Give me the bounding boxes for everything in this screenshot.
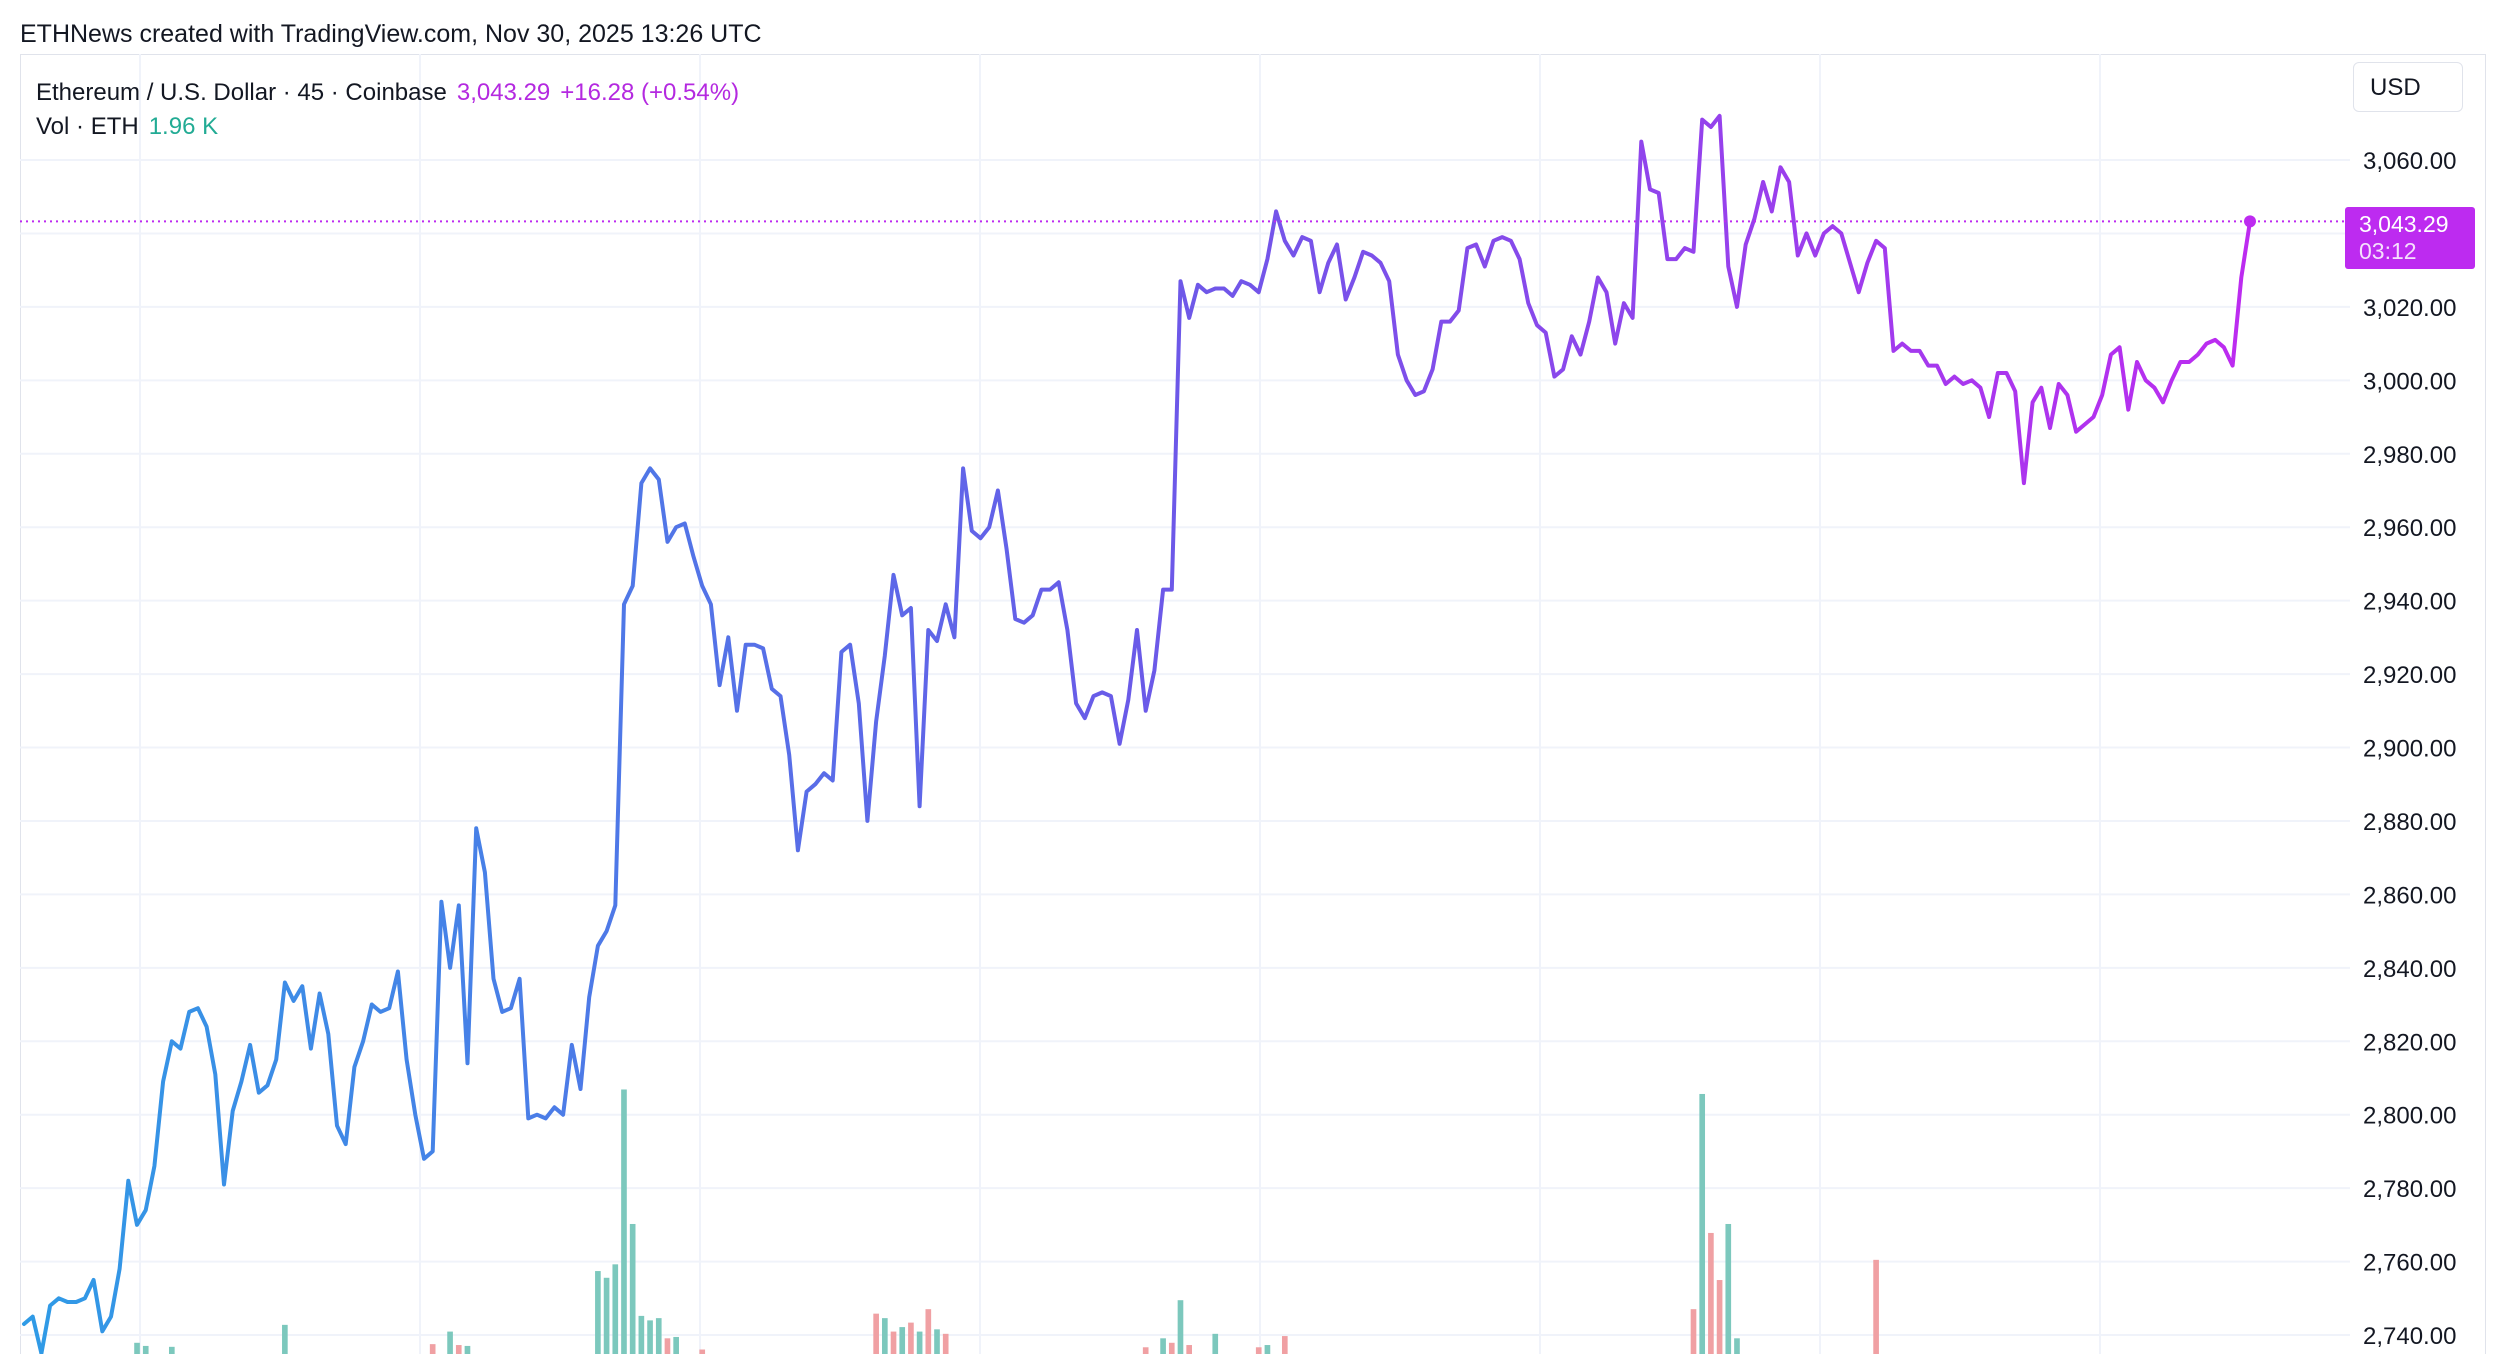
y-tick-label: 2,900.00	[2363, 736, 2456, 763]
volume-bar	[890, 1331, 897, 1354]
y-tick-label: 2,880.00	[2363, 809, 2456, 836]
volume-bar	[908, 1322, 914, 1354]
volume-bar	[934, 1329, 940, 1354]
chart-legend: Ethereum / U.S. Dollar · 45 · Coinbase 3,…	[36, 76, 739, 144]
volume-row: Vol · ETH 1.96 K	[36, 110, 739, 144]
volume-bar	[447, 1331, 453, 1354]
symbol-title[interactable]: Ethereum / U.S. Dollar · 45 · Coinbase	[36, 79, 447, 106]
price-line	[22, 113, 2252, 1354]
y-tick-label: 2,840.00	[2363, 956, 2456, 983]
volume-bar	[168, 1346, 175, 1354]
price-axis[interactable]: 3,060.003,040.003,020.003,000.002,980.00…	[2363, 148, 2456, 1350]
volume-bar	[612, 1264, 619, 1354]
volume-bar	[664, 1338, 671, 1354]
volume-bar	[1725, 1223, 1732, 1354]
volume-bars	[134, 1089, 1879, 1354]
chart-attribution: ETHNews created with TradingView.com, No…	[20, 20, 762, 48]
bar-countdown: 03:12	[2359, 238, 2417, 264]
volume-bar	[1160, 1338, 1166, 1354]
y-tick-label: 2,820.00	[2363, 1029, 2456, 1056]
y-tick-label: 2,920.00	[2363, 662, 2456, 689]
volume-bar	[282, 1324, 288, 1354]
volume-bar	[429, 1344, 436, 1354]
volume-bar	[1708, 1232, 1714, 1354]
y-tick-label: 2,740.00	[2363, 1323, 2456, 1350]
volume-bar	[1873, 1259, 1879, 1354]
volume-bar	[1716, 1280, 1723, 1354]
volume-bar	[647, 1320, 653, 1354]
volume-bar	[673, 1336, 679, 1354]
volume-bar	[899, 1327, 906, 1354]
volume-bar	[699, 1349, 706, 1354]
y-tick-label: 2,860.00	[2363, 882, 2456, 909]
volume-bar	[1699, 1093, 1706, 1354]
volume-bar	[595, 1271, 601, 1354]
volume-bar	[629, 1223, 636, 1354]
volume-bar	[1186, 1345, 1192, 1354]
y-tick-label: 3,020.00	[2363, 295, 2456, 322]
last-price-value: 3,043.29	[2359, 211, 2449, 237]
volume-bar	[925, 1309, 932, 1354]
y-tick-label: 2,980.00	[2363, 442, 2456, 469]
chart-pane[interactable]	[20, 54, 2486, 1354]
y-tick-label: 2,960.00	[2363, 515, 2456, 542]
volume-bar	[1264, 1345, 1271, 1354]
price-change: +16.28 (+0.54%)	[560, 79, 740, 106]
y-tick-label: 2,760.00	[2363, 1250, 2456, 1277]
volume-bar	[1177, 1300, 1184, 1354]
volume-bar	[621, 1089, 627, 1354]
volume-bar	[1690, 1309, 1697, 1354]
volume-bar	[1168, 1342, 1175, 1354]
volume-bar	[464, 1345, 471, 1354]
volume-bar	[942, 1333, 949, 1354]
y-tick-label: 3,000.00	[2363, 368, 2456, 395]
symbol-row: Ethereum / U.S. Dollar · 45 · Coinbase 3,…	[36, 76, 739, 110]
volume-bar	[1734, 1338, 1740, 1354]
volume-bar	[638, 1315, 645, 1354]
last-price: 3,043.29	[456, 79, 551, 106]
volume-bar	[882, 1318, 888, 1354]
volume-bar	[1281, 1336, 1288, 1354]
y-tick-label: 2,780.00	[2363, 1176, 2456, 1203]
currency-button[interactable]: USD	[2353, 62, 2463, 112]
volume-bar	[142, 1345, 149, 1354]
volume-bar	[1142, 1347, 1149, 1354]
volume-bar	[603, 1277, 610, 1354]
y-tick-label: 2,940.00	[2363, 589, 2456, 616]
last-price-label: 3,043.29 03:12	[2345, 207, 2475, 269]
volume-bar	[134, 1342, 140, 1354]
volume-value: 1.96 K	[148, 113, 219, 140]
volume-bar	[655, 1318, 662, 1354]
y-tick-label: 3,060.00	[2363, 148, 2456, 175]
volume-title[interactable]: Vol · ETH	[36, 113, 139, 140]
grid-lines	[20, 54, 2350, 1354]
last-price-marker	[2244, 215, 2256, 228]
price-series	[20, 113, 2350, 1354]
y-tick-label: 2,800.00	[2363, 1103, 2456, 1130]
volume-bar	[1212, 1333, 1219, 1354]
volume-bar	[455, 1345, 462, 1354]
volume-bar	[873, 1313, 879, 1354]
volume-bar	[1255, 1347, 1262, 1354]
volume-bar	[916, 1331, 923, 1354]
